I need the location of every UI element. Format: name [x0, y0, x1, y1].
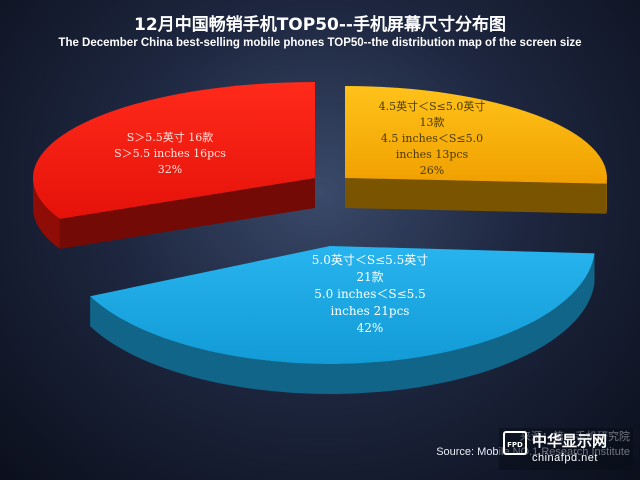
slice-wall-red [33, 178, 60, 249]
slice-label-red: S＞5.5英寸 16款 S＞5.5 inches 16pcs 32% [85, 130, 255, 178]
slice-label-cn: 5.0英寸＜S≤5.5英寸 [311, 253, 429, 267]
slice-count-en: inches 21pcs [330, 304, 410, 318]
slice-count-cn: 13款 [419, 116, 445, 129]
slice-label-en: 4.5 inches＜S≤5.0 [380, 132, 484, 145]
slice-label-cn: S＞5.5英寸 16款 [126, 131, 214, 144]
watermark-logo: FPD 中华显示网 chinafpd.net [499, 428, 633, 470]
chart-title: 12月中国畅销手机TOP50--手机屏幕尺寸分布图 [134, 15, 506, 35]
pie-slice-blue [90, 246, 595, 365]
slice-label-yellow: 4.5英寸＜S≤5.0英寸 13款 4.5 inches＜S≤5.0 inche… [367, 99, 497, 179]
slice-count-en: inches 13pcs [395, 148, 469, 161]
slice-percent: 42% [356, 321, 384, 335]
slice-wall-yellow [606, 178, 607, 214]
pie-slice-yellow [345, 86, 607, 184]
slice-side-yellow [345, 178, 607, 214]
slice-wall-blue [90, 253, 595, 394]
monitor-icon: FPD [503, 431, 527, 455]
logo-text-cn: 中华显示网 [532, 432, 608, 450]
chart-subtitle: The December China best-selling mobile p… [58, 37, 582, 49]
slice-side-red [59, 178, 315, 249]
pie-slice-red [32, 82, 315, 219]
slice-percent: 26% [419, 164, 445, 177]
slice-label-cn: 4.5英寸＜S≤5.0英寸 [378, 100, 486, 113]
logo-text-en: chinafpd.net [532, 452, 598, 464]
slice-count-cn: 21款 [356, 270, 384, 284]
slice-label-blue: 5.0英寸＜S≤5.5英寸 21款 5.0 inches＜S≤5.5 inche… [290, 252, 450, 337]
slice-percent: 32% [157, 163, 183, 176]
slice-label-en: S＞5.5 inches 16pcs [114, 147, 226, 160]
slice-label-en: 5.0 inches＜S≤5.5 [314, 287, 426, 301]
